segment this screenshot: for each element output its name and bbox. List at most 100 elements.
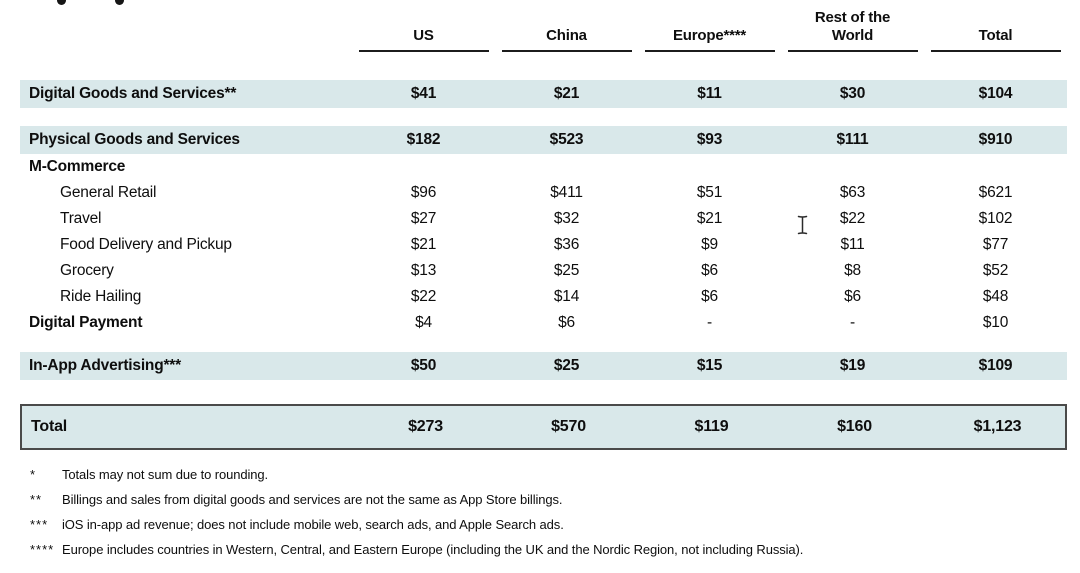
cell-value: $119 bbox=[694, 418, 729, 435]
cell-value: - bbox=[707, 314, 712, 331]
column-header-label: Europe**** bbox=[644, 27, 775, 52]
row-label: General Retail bbox=[60, 184, 157, 201]
cell-value: $13 bbox=[410, 262, 437, 279]
cell-value: $182 bbox=[406, 131, 441, 148]
row-label: Digital Goods and Services** bbox=[29, 85, 237, 102]
table-row-travel: Travel $27 $32 $21 $22 $102 bbox=[20, 206, 1067, 232]
table-row-in-app-advertising: In-App Advertising*** $50 $25 $15 $19 $109 bbox=[20, 352, 1067, 380]
cell-value: $50 bbox=[410, 357, 437, 374]
cell-value: $77 bbox=[982, 236, 1009, 253]
footnote-marker: *** bbox=[30, 517, 49, 532]
cell-value: $25 bbox=[553, 357, 580, 374]
row-label: Total bbox=[31, 418, 68, 435]
cell-value: $6 bbox=[701, 262, 718, 279]
cell-value: $9 bbox=[701, 236, 718, 253]
row-label: Ride Hailing bbox=[60, 288, 142, 305]
footnote-text: Europe includes countries in Western, Ce… bbox=[62, 542, 804, 557]
cell-value: $11 bbox=[697, 85, 722, 102]
cell-value: $104 bbox=[978, 85, 1013, 102]
footnote-text: Totals may not sum due to rounding. bbox=[62, 467, 269, 482]
column-header-china: China bbox=[495, 6, 638, 52]
table-row-ride-hailing: Ride Hailing $22 $14 $6 $6 $48 bbox=[20, 284, 1067, 310]
table-row-m-commerce: M-Commerce bbox=[20, 154, 1067, 180]
column-header-label: US bbox=[358, 27, 489, 52]
cell-value: $11 bbox=[840, 236, 865, 253]
cell-value: $48 bbox=[982, 288, 1009, 305]
cell-value: $109 bbox=[978, 357, 1013, 374]
cell-value: $41 bbox=[410, 85, 437, 102]
column-header-label: Total bbox=[930, 27, 1061, 52]
row-label: Grocery bbox=[60, 262, 114, 279]
table-body: Digital Goods and Services** $41 $21 $11 $30… bbox=[20, 80, 1067, 450]
cell-value: $32 bbox=[553, 210, 580, 227]
cell-value: $621 bbox=[978, 184, 1013, 201]
cell-value: $4 bbox=[415, 314, 432, 331]
cell-value: $22 bbox=[410, 288, 437, 305]
cell-value: $51 bbox=[696, 184, 723, 201]
footnote-marker: ** bbox=[30, 492, 43, 507]
column-header-us: US bbox=[352, 6, 495, 52]
cell-value: $21 bbox=[553, 85, 580, 102]
cell-value: $1,123 bbox=[973, 418, 1022, 435]
cell-value: $102 bbox=[978, 210, 1013, 227]
footnote-line: **** Europe includes countries in Western… bbox=[20, 537, 1060, 562]
cell-value: $273 bbox=[408, 418, 443, 435]
column-header-total: Total bbox=[924, 6, 1067, 52]
cell-value: $93 bbox=[696, 131, 723, 148]
row-label: Travel bbox=[60, 210, 102, 227]
row-label: In-App Advertising*** bbox=[29, 357, 181, 374]
footnote-marker: **** bbox=[30, 542, 55, 557]
row-label: Physical Goods and Services bbox=[29, 131, 240, 148]
cell-value: $10 bbox=[982, 314, 1009, 331]
footnote-marker: * bbox=[30, 467, 37, 482]
table-row-physical-goods-and-services: Physical Goods and Services $182 $523 $93 $1… bbox=[20, 126, 1067, 154]
column-header-label: China bbox=[501, 27, 632, 52]
cell-value: $15 bbox=[696, 357, 723, 374]
cell-value: $52 bbox=[982, 262, 1009, 279]
column-header-rest-of-the-world: Rest of the World bbox=[781, 6, 924, 52]
cell-value: $22 bbox=[839, 210, 866, 227]
footnote-line: ** Billings and sales from digital goods … bbox=[20, 487, 1060, 512]
table-row-digital-payment: Digital Payment $4 $6 - - $10 bbox=[20, 310, 1067, 336]
cell-value: $63 bbox=[839, 184, 866, 201]
table-header-row: US China Europe**** Rest of the World Total bbox=[20, 6, 1067, 52]
cell-value: $111 bbox=[836, 131, 869, 148]
cell-value: $21 bbox=[696, 210, 723, 227]
cell-value: $8 bbox=[844, 262, 861, 279]
clipped-title-descender-icon bbox=[57, 0, 66, 5]
table-row-general-retail: General Retail $96 $411 $51 $63 $621 bbox=[20, 180, 1067, 206]
footnote-text: iOS in-app ad revenue; does not include … bbox=[62, 517, 564, 532]
cell-value: $14 bbox=[553, 288, 580, 305]
cell-value: $6 bbox=[558, 314, 575, 331]
footnote-text: Billings and sales from digital goods an… bbox=[62, 492, 563, 507]
column-header-europe: Europe**** bbox=[638, 6, 781, 52]
cell-value: $19 bbox=[839, 357, 866, 374]
cell-value: $6 bbox=[701, 288, 718, 305]
billings-table: US China Europe**** Rest of the World Total … bbox=[20, 6, 1067, 450]
footnote-line: * Totals may not sum due to rounding. bbox=[20, 462, 1060, 487]
text-cursor-icon bbox=[797, 215, 808, 235]
cell-value: $910 bbox=[978, 131, 1013, 148]
cell-value: $96 bbox=[410, 184, 437, 201]
row-label: Food Delivery and Pickup bbox=[60, 236, 232, 253]
cell-value: $21 bbox=[410, 236, 437, 253]
footnotes: * Totals may not sum due to rounding. ** Bi… bbox=[20, 462, 1060, 562]
row-label: M-Commerce bbox=[29, 158, 126, 175]
cell-value: - bbox=[850, 314, 855, 331]
cell-value: $160 bbox=[837, 418, 872, 435]
cell-value: $30 bbox=[839, 85, 866, 102]
cell-value: $411 bbox=[550, 184, 583, 201]
table-row-digital-goods-and-services: Digital Goods and Services** $41 $21 $11 $30… bbox=[20, 80, 1067, 108]
cell-value: $570 bbox=[551, 418, 586, 435]
table-row-food-delivery-and-pickup: Food Delivery and Pickup $21 $36 $9 $11 $77 bbox=[20, 232, 1067, 258]
row-label: Digital Payment bbox=[29, 314, 143, 331]
cell-value: $6 bbox=[844, 288, 861, 305]
column-header-label: Rest of the World bbox=[787, 9, 918, 52]
table-row-total: Total $273 $570 $119 $160 $1,123 bbox=[22, 406, 1065, 448]
clipped-title-descender-icon bbox=[115, 0, 124, 5]
cell-value: $25 bbox=[553, 262, 580, 279]
total-row-box: Total $273 $570 $119 $160 $1,123 bbox=[20, 404, 1067, 450]
cell-value: $523 bbox=[549, 131, 584, 148]
cell-value: $36 bbox=[553, 236, 580, 253]
footnote-line: *** iOS in-app ad revenue; does not inclu… bbox=[20, 512, 1060, 537]
